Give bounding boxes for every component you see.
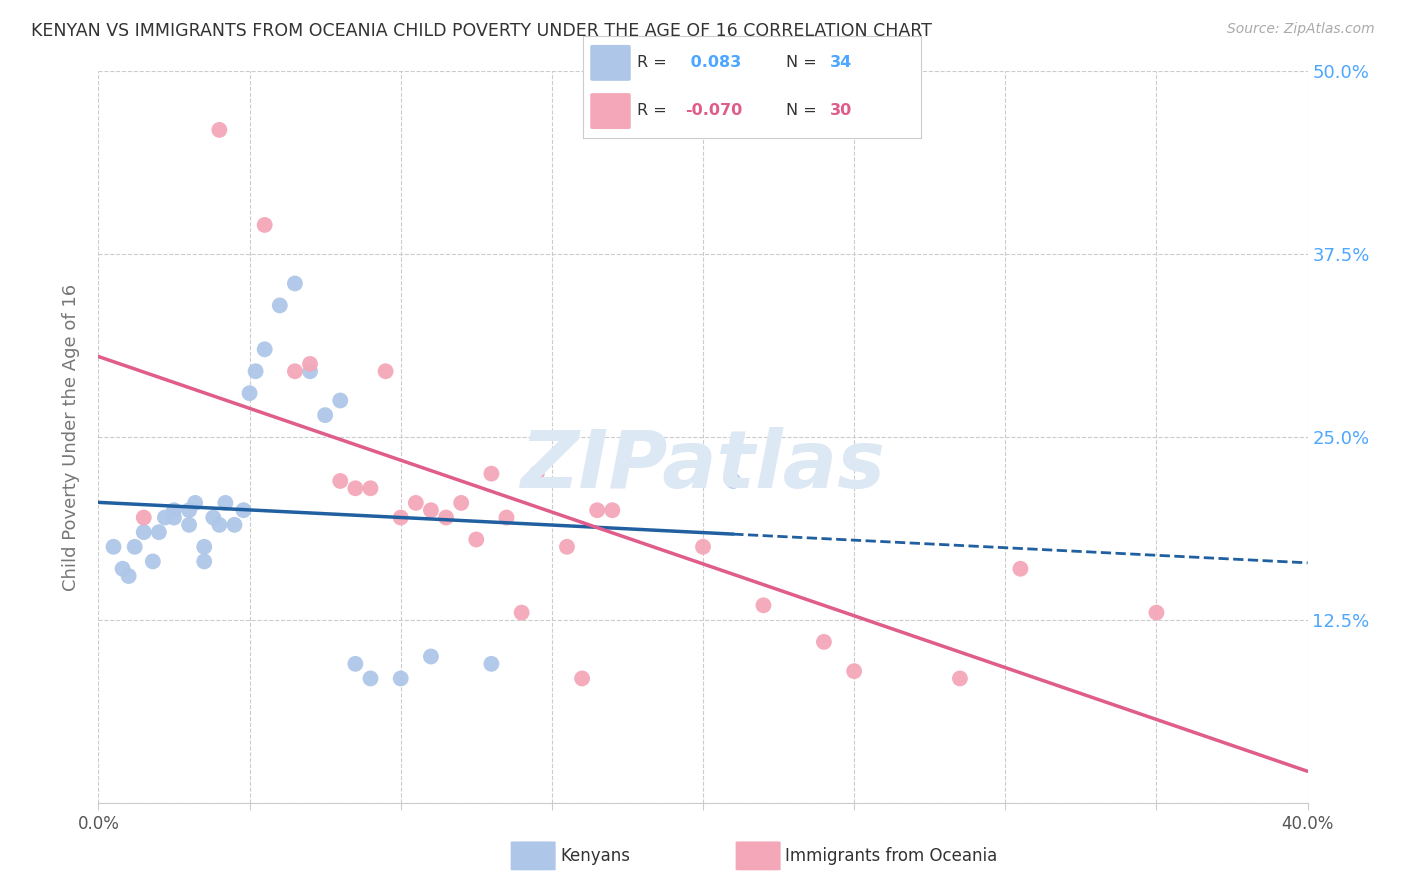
Point	[389, 510, 412, 524]
Text: ZIPatlas: ZIPatlas	[520, 427, 886, 506]
Point	[949, 672, 972, 686]
Point	[132, 525, 155, 540]
FancyBboxPatch shape	[735, 841, 780, 871]
Point	[253, 218, 276, 232]
Point	[299, 357, 322, 371]
Point	[510, 606, 533, 620]
Point	[184, 496, 207, 510]
Point	[844, 664, 866, 678]
Point	[208, 123, 231, 137]
Point	[299, 364, 322, 378]
Point	[465, 533, 488, 547]
Point	[344, 481, 367, 495]
Text: KENYAN VS IMMIGRANTS FROM OCEANIA CHILD POVERTY UNDER THE AGE OF 16 CORRELATION : KENYAN VS IMMIGRANTS FROM OCEANIA CHILD …	[31, 22, 932, 40]
Y-axis label: Child Poverty Under the Age of 16: Child Poverty Under the Age of 16	[62, 284, 80, 591]
Text: R =: R =	[637, 54, 672, 70]
Point	[245, 364, 267, 378]
Point	[329, 393, 352, 408]
Point	[124, 540, 146, 554]
Point	[481, 657, 503, 671]
Point	[284, 364, 307, 378]
Point	[179, 517, 201, 532]
Point	[1144, 606, 1167, 620]
Point	[571, 672, 593, 686]
FancyBboxPatch shape	[591, 93, 631, 129]
Point	[163, 510, 186, 524]
Text: N =: N =	[786, 54, 823, 70]
Point	[389, 672, 412, 686]
Point	[1010, 562, 1032, 576]
Point	[269, 298, 291, 312]
Text: Immigrants from Oceania: Immigrants from Oceania	[785, 847, 997, 865]
Text: Source: ZipAtlas.com: Source: ZipAtlas.com	[1227, 22, 1375, 37]
Point	[179, 503, 201, 517]
Text: Kenyans: Kenyans	[560, 847, 630, 865]
Point	[148, 525, 170, 540]
Point	[555, 540, 578, 554]
Point	[374, 364, 396, 378]
Point	[434, 510, 457, 524]
FancyBboxPatch shape	[510, 841, 555, 871]
Point	[253, 343, 276, 357]
Point	[193, 540, 215, 554]
Point	[723, 474, 745, 488]
Point	[232, 503, 254, 517]
FancyBboxPatch shape	[591, 45, 631, 81]
Text: 0.083: 0.083	[685, 54, 741, 70]
Point	[495, 510, 517, 524]
Point	[224, 517, 246, 532]
Point	[142, 554, 165, 568]
Point	[118, 569, 141, 583]
Point	[202, 510, 225, 524]
Point	[420, 503, 443, 517]
Text: R =: R =	[637, 103, 672, 118]
Point	[314, 408, 336, 422]
Text: 30: 30	[830, 103, 852, 118]
Point	[752, 599, 775, 613]
Point	[813, 635, 835, 649]
Point	[208, 517, 231, 532]
Point	[193, 554, 215, 568]
Point	[163, 503, 186, 517]
Point	[103, 540, 125, 554]
Point	[481, 467, 503, 481]
Point	[153, 510, 176, 524]
Point	[586, 503, 609, 517]
Point	[420, 649, 443, 664]
Point	[692, 540, 714, 554]
Point	[450, 496, 472, 510]
Point	[360, 672, 382, 686]
Text: -0.070: -0.070	[685, 103, 742, 118]
Point	[344, 657, 367, 671]
Point	[111, 562, 134, 576]
Point	[284, 277, 307, 291]
Point	[405, 496, 427, 510]
Text: 34: 34	[830, 54, 852, 70]
Point	[602, 503, 624, 517]
Text: N =: N =	[786, 103, 823, 118]
Point	[132, 510, 155, 524]
Point	[239, 386, 262, 401]
Point	[360, 481, 382, 495]
Point	[329, 474, 352, 488]
Point	[214, 496, 236, 510]
Point	[526, 467, 548, 481]
